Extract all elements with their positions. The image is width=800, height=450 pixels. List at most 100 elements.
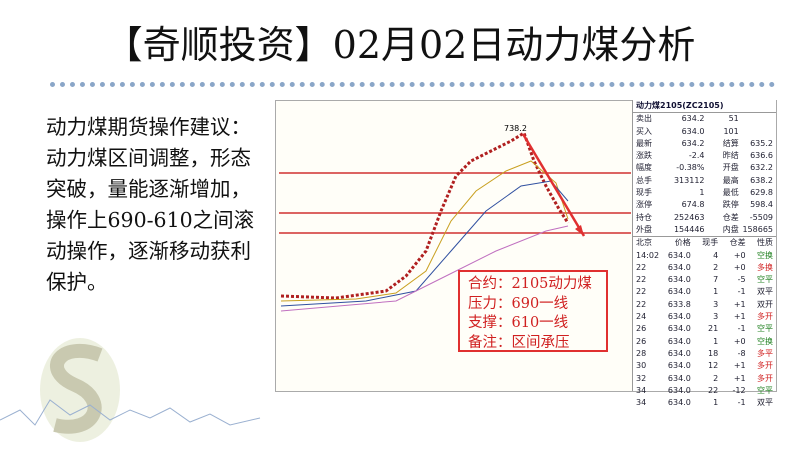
cell: 持仓: [636, 212, 652, 222]
cell: 634.0: [667, 324, 691, 334]
tick-row: 34 634.0 1 -1 双平: [633, 397, 776, 409]
cell: 多开: [757, 373, 774, 383]
cell: 4: [713, 250, 719, 260]
summary-row: 涨停 674.8 跌停 598.4: [633, 199, 776, 211]
summary-row: 持仓 252463 仓差 -5509: [633, 212, 776, 224]
tick-row: 34 634.0 22 -12 空平: [633, 385, 776, 397]
cell: 外盘: [636, 224, 652, 234]
panel-rows: 卖出 634.2 51 买入 634.0 101 最新 634.2 结算 635.2 涨跌 -2.4 昨…: [633, 113, 776, 409]
cell: 634.2: [681, 114, 705, 124]
summary-row: 卖出 634.2 51: [633, 113, 776, 125]
tick-row: 22 634.0 7 -5 空平: [633, 274, 776, 286]
summary-row: 幅度 -0.38% 开盘 632.2: [633, 162, 776, 174]
cell: [739, 126, 773, 138]
cell: 34: [636, 385, 647, 395]
cell: 629.8: [750, 188, 773, 198]
cell: 1: [713, 287, 719, 297]
cell: 结算: [722, 138, 739, 148]
cell: 多换: [757, 262, 774, 272]
cell: 634.0: [681, 126, 705, 136]
cell: +0: [733, 250, 746, 260]
cell: 现手: [636, 188, 652, 198]
cell: 22: [636, 287, 647, 297]
cell: 北京: [636, 238, 652, 248]
cell: +0: [733, 262, 746, 272]
tick-row: 32 634.0 2 +1 多开: [633, 373, 776, 385]
cell: 空换: [757, 336, 774, 346]
cell: 634.0: [667, 250, 691, 260]
cell: 价格: [674, 238, 691, 248]
tick-header: 北京 价格 现手 仓差 性质: [633, 236, 776, 249]
cell: 22: [636, 299, 647, 309]
cell: 12: [708, 361, 719, 371]
cell: 1: [713, 336, 719, 346]
cell: -12: [732, 385, 746, 395]
cell: 跌停: [722, 200, 739, 210]
cell: -1: [737, 398, 746, 408]
cell: 昨结: [722, 151, 739, 161]
cell: 638.2: [750, 175, 773, 185]
cell: 3: [713, 299, 719, 309]
cell: 最高: [722, 175, 739, 185]
cell: 1: [713, 398, 719, 408]
quote-panel: 动力煤2105(ZC2105) 卖出 634.2 51 买入 634.0 101 最新 634…: [632, 100, 776, 407]
cell: 开盘: [722, 163, 739, 173]
cell: 涨跌: [636, 151, 652, 161]
cell: 多开: [757, 361, 774, 371]
cell: 32: [636, 373, 647, 383]
cell: 34: [636, 398, 647, 408]
cell: 634.0: [667, 385, 691, 395]
cell: 26: [636, 324, 647, 334]
cell: 仓差: [729, 238, 746, 248]
cell: 涨停: [636, 200, 652, 210]
summary-row: 最新 634.2 结算 635.2: [633, 138, 776, 150]
note-line: 合约：2105动力煤: [468, 276, 592, 292]
cell: 634.0: [667, 312, 691, 322]
decoration: [0, 338, 261, 442]
cell: 双平: [757, 287, 774, 297]
cell: 252463: [673, 212, 705, 222]
cell: 634.0: [667, 361, 691, 371]
body-text: 动力煤期货操作建议：动力煤区间调整，形态突破，量能逐渐增加，操作上690-610…: [46, 115, 255, 294]
cell: 634.0: [667, 262, 691, 272]
cell: 598.4: [750, 200, 773, 210]
cell: 2: [713, 262, 719, 272]
summary-row: 外盘 154446 内盘 158665: [633, 224, 776, 236]
cell: 28: [636, 348, 647, 358]
cell: 26: [636, 336, 647, 346]
cell: 多平: [757, 348, 774, 358]
cell: 634.2: [681, 138, 705, 148]
cell: 仓差: [722, 212, 739, 222]
cell: 154446: [673, 224, 705, 234]
cell: 14:02: [636, 250, 660, 260]
tick-row: 26 634.0 1 +0 空换: [633, 336, 776, 348]
cell: -1: [737, 324, 746, 334]
cell: 634.0: [667, 398, 691, 408]
cell: 632.2: [750, 163, 773, 173]
cell: 幅度: [636, 163, 652, 173]
cell: 双平: [757, 398, 774, 408]
cell: 634.0: [667, 348, 691, 358]
cell: 现手: [702, 238, 719, 248]
kline-chart: 738.2: [279, 124, 631, 312]
peak-label: 738.2: [504, 124, 527, 133]
cell: [739, 113, 773, 125]
cell: 101: [723, 126, 739, 136]
cell: 634.0: [667, 373, 691, 383]
cell: -5509: [749, 212, 773, 222]
cell: +1: [733, 312, 746, 322]
cell: 633.8: [667, 299, 691, 309]
cell: 22: [636, 262, 647, 272]
cell: -1: [737, 287, 746, 297]
cell: +1: [733, 299, 746, 309]
cell: 1: [699, 188, 705, 198]
summary-row: 买入 634.0 101: [633, 126, 776, 138]
cell: 最低: [722, 188, 739, 198]
panel-title: 动力煤2105(ZC2105): [633, 100, 776, 114]
cell: 51: [728, 114, 739, 124]
cell: 636.6: [750, 151, 773, 161]
cell: 22: [708, 385, 719, 395]
cell: +1: [733, 361, 746, 371]
cell: 21: [708, 324, 719, 334]
cell: 性质: [757, 238, 774, 248]
